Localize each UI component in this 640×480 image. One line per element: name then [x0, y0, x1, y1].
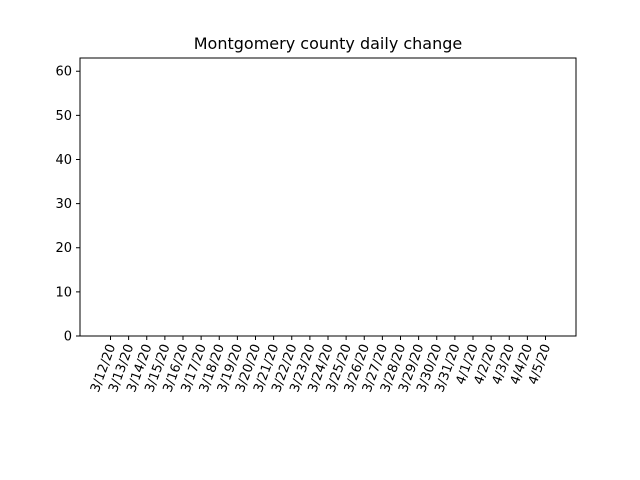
y-tick-label: 0: [64, 330, 72, 345]
x-axis: 3/12/203/13/203/14/203/15/203/16/203/17/…: [88, 336, 554, 394]
plot-frame: [79, 57, 577, 337]
y-tick-label: 50: [55, 109, 72, 124]
y-tick-label: 40: [55, 153, 72, 168]
y-tick-label: 30: [55, 197, 72, 212]
y-tick-label: 10: [55, 285, 72, 300]
y-tick-label: 60: [55, 65, 72, 80]
chart-title: Montgomery county daily change: [194, 34, 463, 53]
y-tick-label: 20: [55, 241, 72, 256]
y-axis: 0 10 20 30 40 50 60: [55, 65, 80, 345]
